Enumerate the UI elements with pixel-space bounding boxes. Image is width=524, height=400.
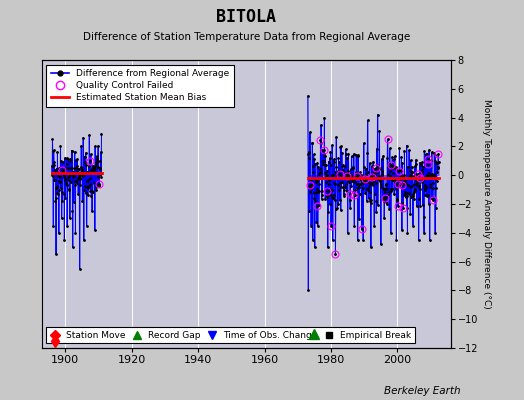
Text: BITOLA: BITOLA [216,8,276,26]
Text: Berkeley Earth: Berkeley Earth [385,386,461,396]
Legend: Station Move, Record Gap, Time of Obs. Change, Empirical Break: Station Move, Record Gap, Time of Obs. C… [47,327,415,344]
Y-axis label: Monthly Temperature Anomaly Difference (°C): Monthly Temperature Anomaly Difference (… [482,99,492,309]
Text: Difference of Station Temperature Data from Regional Average: Difference of Station Temperature Data f… [83,32,410,42]
